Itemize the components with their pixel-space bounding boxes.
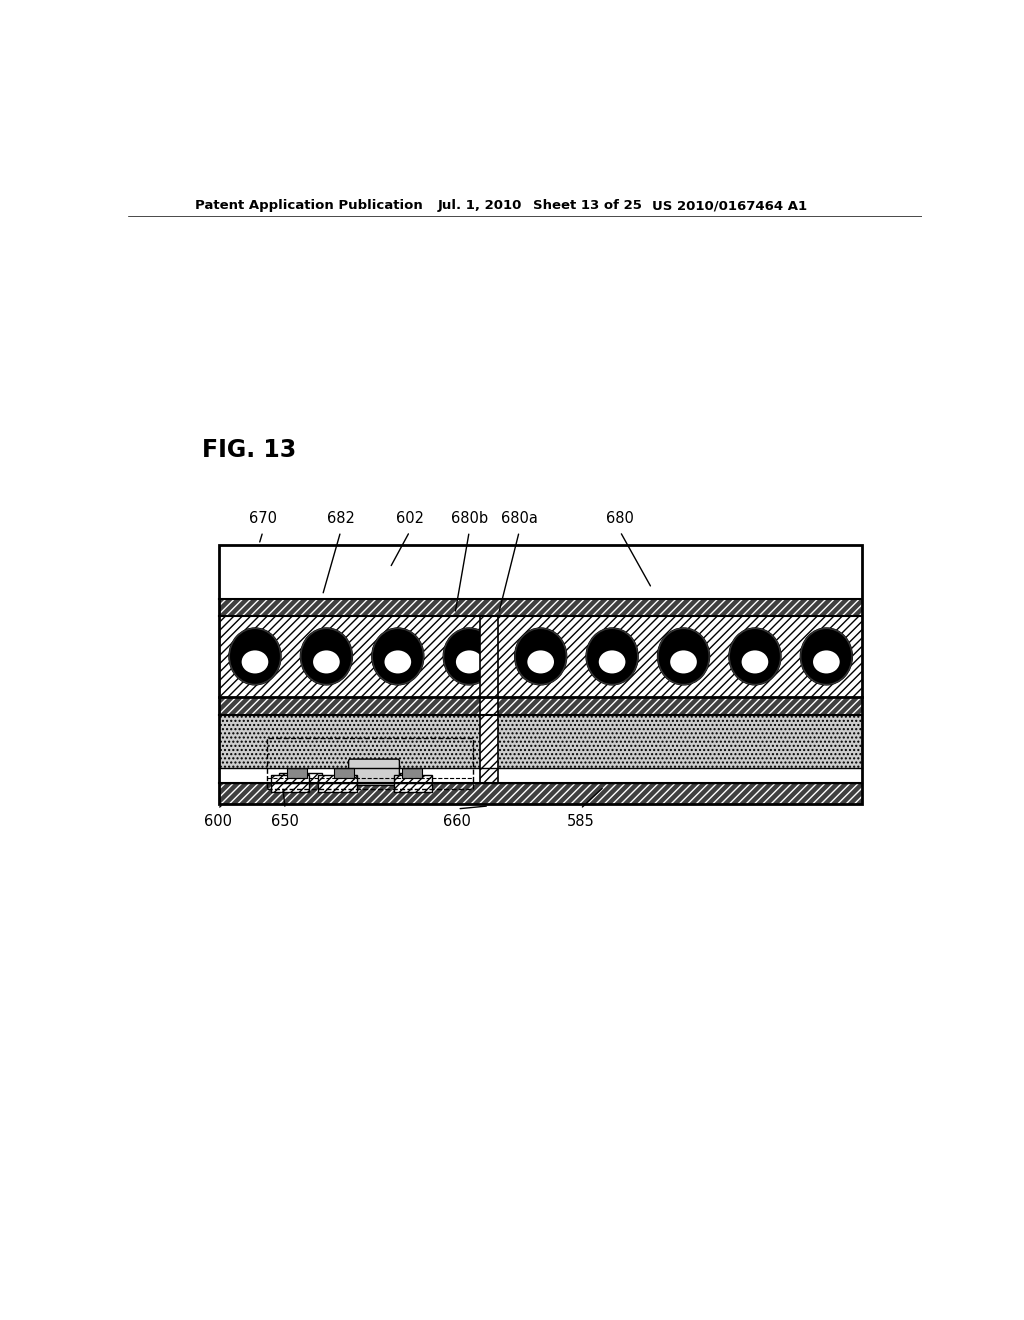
Bar xyxy=(219,715,862,768)
Bar xyxy=(219,598,862,615)
Ellipse shape xyxy=(229,628,281,685)
Ellipse shape xyxy=(657,628,710,685)
Bar xyxy=(219,545,862,598)
Ellipse shape xyxy=(599,651,626,673)
Bar xyxy=(480,615,498,784)
Ellipse shape xyxy=(813,651,840,673)
Text: 585: 585 xyxy=(566,814,594,829)
Bar xyxy=(219,545,862,804)
Ellipse shape xyxy=(443,628,495,685)
Text: 680b: 680b xyxy=(451,511,487,527)
Text: 680a: 680a xyxy=(501,511,538,527)
Bar xyxy=(362,774,406,784)
Text: 682: 682 xyxy=(327,511,354,527)
Ellipse shape xyxy=(384,651,412,673)
FancyBboxPatch shape xyxy=(348,759,399,785)
Ellipse shape xyxy=(515,628,566,685)
Bar xyxy=(219,697,862,715)
Bar xyxy=(401,768,422,779)
Bar xyxy=(267,738,473,788)
Ellipse shape xyxy=(801,628,852,685)
Bar xyxy=(287,768,306,779)
Bar xyxy=(480,615,498,784)
Text: 600: 600 xyxy=(204,814,231,829)
Ellipse shape xyxy=(372,628,424,685)
Bar xyxy=(219,697,862,715)
Text: 602: 602 xyxy=(395,511,424,527)
Bar xyxy=(219,615,862,697)
Text: 650: 650 xyxy=(271,814,299,829)
Ellipse shape xyxy=(729,628,780,685)
Bar xyxy=(219,598,862,615)
Text: US 2010/0167464 A1: US 2010/0167464 A1 xyxy=(652,199,807,213)
Bar xyxy=(270,775,309,792)
Bar xyxy=(219,715,862,768)
Ellipse shape xyxy=(313,651,340,673)
Text: 660: 660 xyxy=(443,814,471,829)
Bar xyxy=(394,775,432,792)
Text: 670: 670 xyxy=(249,511,276,527)
Text: Patent Application Publication: Patent Application Publication xyxy=(196,199,423,213)
Ellipse shape xyxy=(456,651,482,673)
Text: Sheet 13 of 25: Sheet 13 of 25 xyxy=(532,199,642,213)
Bar xyxy=(334,768,354,779)
Ellipse shape xyxy=(527,651,554,673)
Ellipse shape xyxy=(301,628,352,685)
Ellipse shape xyxy=(587,628,638,685)
Text: FIG. 13: FIG. 13 xyxy=(202,438,296,462)
Bar xyxy=(318,775,356,792)
Ellipse shape xyxy=(242,651,268,673)
Ellipse shape xyxy=(670,651,697,673)
Bar xyxy=(219,784,862,804)
Ellipse shape xyxy=(741,651,768,673)
Text: Jul. 1, 2010: Jul. 1, 2010 xyxy=(437,199,522,213)
Bar xyxy=(279,774,323,784)
Text: 680: 680 xyxy=(606,511,634,527)
Bar xyxy=(219,768,862,784)
Bar xyxy=(219,615,862,697)
Bar xyxy=(219,784,862,804)
